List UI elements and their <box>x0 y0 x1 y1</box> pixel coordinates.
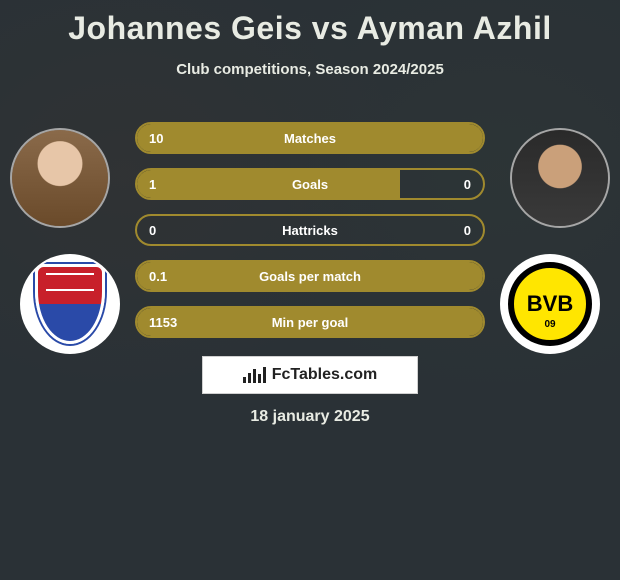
stat-label: Hattricks <box>197 223 423 238</box>
player2-name: Ayman Azhil <box>357 10 552 46</box>
player1-name: Johannes Geis <box>68 10 302 46</box>
fctables-logo[interactable]: FcTables.com <box>202 356 418 394</box>
player2-club-badge: BVB09 <box>500 254 600 354</box>
stat-left-value: 0.1 <box>137 269 197 284</box>
player1-avatar <box>10 128 110 228</box>
stat-left-value: 1153 <box>137 315 197 330</box>
stat-row-min-per-goal: 1153 Min per goal <box>135 306 485 338</box>
stat-row-hattricks: 0 Hattricks 0 <box>135 214 485 246</box>
avatar-placeholder-icon <box>512 130 608 226</box>
player1-club-badge <box>20 254 120 354</box>
stat-row-matches: 10 Matches <box>135 122 485 154</box>
stat-left-value: 0 <box>137 223 197 238</box>
stat-row-goals-per-match: 0.1 Goals per match <box>135 260 485 292</box>
stat-right-value: 0 <box>423 177 483 192</box>
stat-label: Min per goal <box>197 315 423 330</box>
bar-chart-icon <box>243 367 266 383</box>
stat-right-value: 0 <box>423 223 483 238</box>
vs-separator: vs <box>312 10 349 46</box>
stat-label: Goals <box>197 177 423 192</box>
stat-label: Goals per match <box>197 269 423 284</box>
page-title: Johannes Geis vs Ayman Azhil <box>0 0 620 47</box>
snapshot-date: 18 january 2025 <box>0 408 620 426</box>
stat-left-value: 1 <box>137 177 197 192</box>
stat-row-goals: 1 Goals 0 <box>135 168 485 200</box>
stats-container: 10 Matches 1 Goals 0 0 Hattricks 0 0.1 G… <box>135 122 485 338</box>
player2-avatar <box>510 128 610 228</box>
logo-text: FcTables.com <box>272 366 378 384</box>
avatar-placeholder-icon <box>12 130 108 226</box>
unterhaching-crest-icon <box>35 264 105 344</box>
stat-left-value: 10 <box>137 131 197 146</box>
subtitle: Club competitions, Season 2024/2025 <box>0 61 620 78</box>
stat-label: Matches <box>197 131 423 146</box>
bvb-crest-icon: BVB09 <box>508 262 592 346</box>
